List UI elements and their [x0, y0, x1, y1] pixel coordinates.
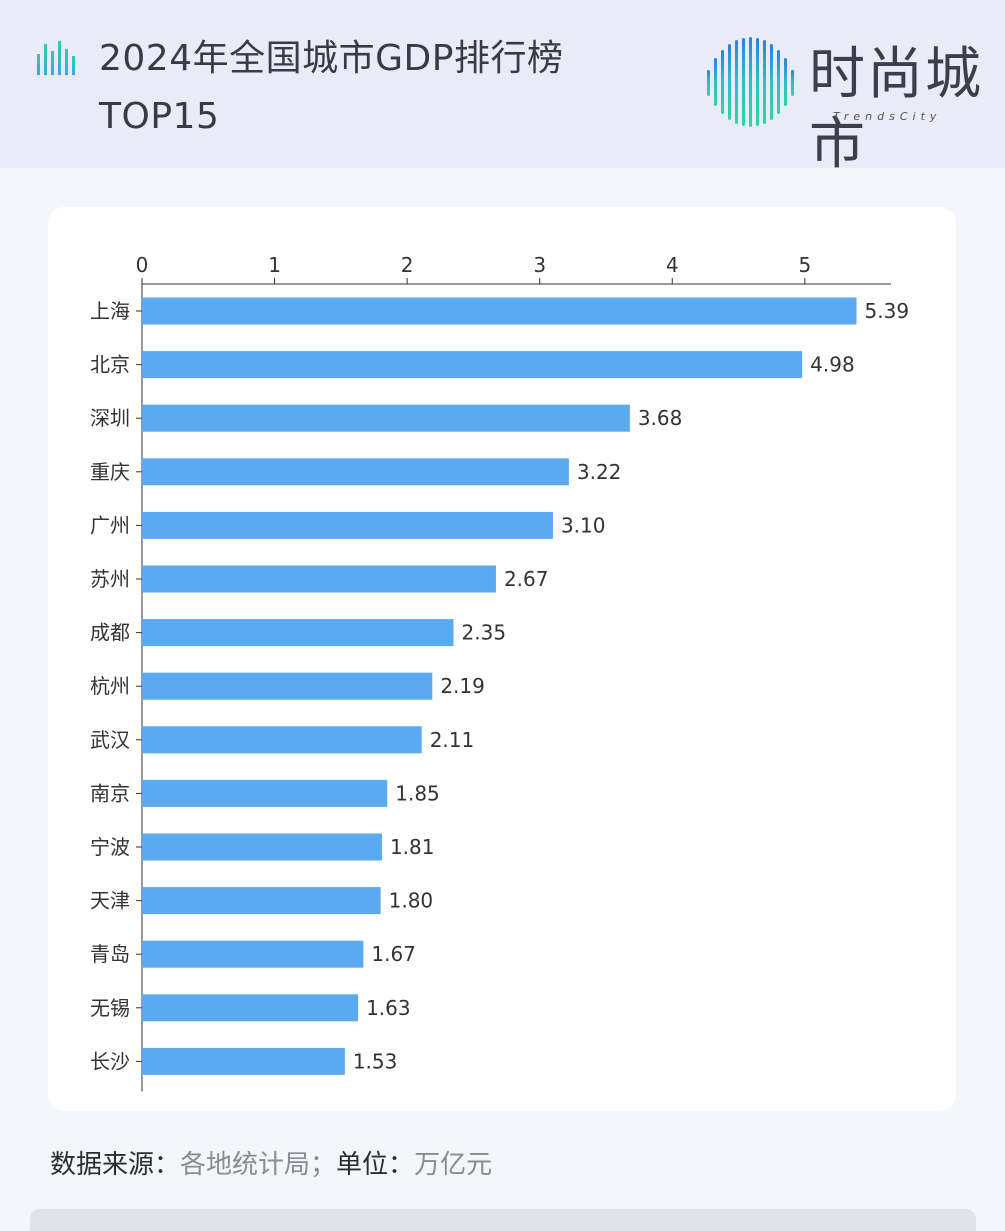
- bar: [142, 887, 381, 915]
- category-label: 重庆: [90, 460, 130, 484]
- category-label: 广州: [90, 513, 130, 537]
- title-line-2: TOP15: [99, 96, 220, 137]
- value-label: 1.80: [389, 889, 434, 913]
- value-label: 4.98: [810, 353, 855, 377]
- category-label: 苏州: [90, 567, 130, 591]
- bar: [142, 297, 857, 325]
- x-tick-label: 1: [268, 253, 281, 277]
- x-tick-label: 4: [666, 253, 679, 277]
- category-label: 宁波: [90, 835, 130, 859]
- unit-label: 单位：: [336, 1150, 415, 1180]
- x-tick-label: 5: [798, 253, 811, 277]
- chart-card: 0 1 2 3 4 5 上海 5.39 北京 4.98 深圳 3.68 重庆 3.22 广州 3.10 苏州 2.…: [48, 207, 956, 1111]
- logo-text: 时尚城市: [809, 42, 983, 177]
- value-label: 1.81: [390, 835, 435, 859]
- value-label: 3.10: [561, 513, 606, 537]
- source-value: 各地统计局: [180, 1150, 311, 1180]
- title-line-1: 2024年全国城市GDP排行榜: [99, 38, 564, 79]
- value-label: 3.22: [577, 460, 622, 484]
- bar: [142, 619, 454, 647]
- bar: [142, 511, 553, 539]
- value-label: 5.39: [865, 299, 910, 323]
- value-label: 1.63: [366, 996, 411, 1020]
- category-label: 南京: [90, 781, 130, 805]
- value-label: 2.19: [440, 674, 485, 698]
- bottom-bar: [30, 1209, 976, 1231]
- bar-chart-icon: [37, 41, 75, 75]
- category-label: 成都: [90, 621, 130, 645]
- value-label: 2.35: [462, 621, 507, 645]
- bar: [142, 940, 364, 968]
- bar: [142, 404, 630, 432]
- x-tick-label: 3: [533, 253, 546, 277]
- bar: [142, 833, 382, 861]
- category-label: 杭州: [90, 674, 130, 698]
- bar: [142, 672, 433, 700]
- category-label: 长沙: [90, 1049, 130, 1073]
- source-label: 数据来源：: [50, 1150, 181, 1180]
- value-label: 1.53: [353, 1049, 398, 1073]
- bar: [142, 726, 422, 754]
- category-label: 天津: [90, 889, 130, 913]
- category-label: 青岛: [90, 942, 130, 966]
- bar: [142, 565, 496, 593]
- value-label: 2.11: [430, 728, 475, 752]
- source-separator: ；: [310, 1150, 337, 1180]
- value-label: 2.67: [504, 567, 549, 591]
- unit-value: 万亿元: [414, 1150, 493, 1180]
- value-label: 1.67: [371, 942, 416, 966]
- category-label: 深圳: [90, 406, 130, 430]
- category-label: 上海: [90, 299, 130, 323]
- bar: [142, 351, 803, 379]
- chart-title: 2024年全国城市GDP排行榜 TOP15: [99, 30, 659, 146]
- category-label: 武汉: [90, 728, 130, 752]
- header: 2024年全国城市GDP排行榜 TOP15: [0, 0, 1005, 177]
- bar: [142, 779, 388, 807]
- bar: [142, 458, 569, 486]
- bar: [142, 1047, 345, 1075]
- x-tick-label: 0: [136, 253, 149, 277]
- category-label: 无锡: [90, 996, 130, 1020]
- value-label: 3.68: [638, 406, 683, 430]
- bar-chart: 0 1 2 3 4 5 上海 5.39 北京 4.98 深圳 3.68 重庆 3.22 广州 3.10 苏州 2.…: [90, 253, 910, 1092]
- logo-subtitle: TrendsCity: [833, 110, 942, 123]
- x-tick-label: 2: [401, 253, 414, 277]
- brand-logo: 时尚城市 TrendsCity: [705, 34, 985, 177]
- value-label: 1.85: [395, 781, 440, 805]
- bar: [142, 994, 359, 1022]
- source-note: 数据来源：各地统计局；单位：万亿元: [50, 1145, 492, 1185]
- category-label: 北京: [90, 353, 130, 377]
- logo-mark-icon: [707, 37, 794, 127]
